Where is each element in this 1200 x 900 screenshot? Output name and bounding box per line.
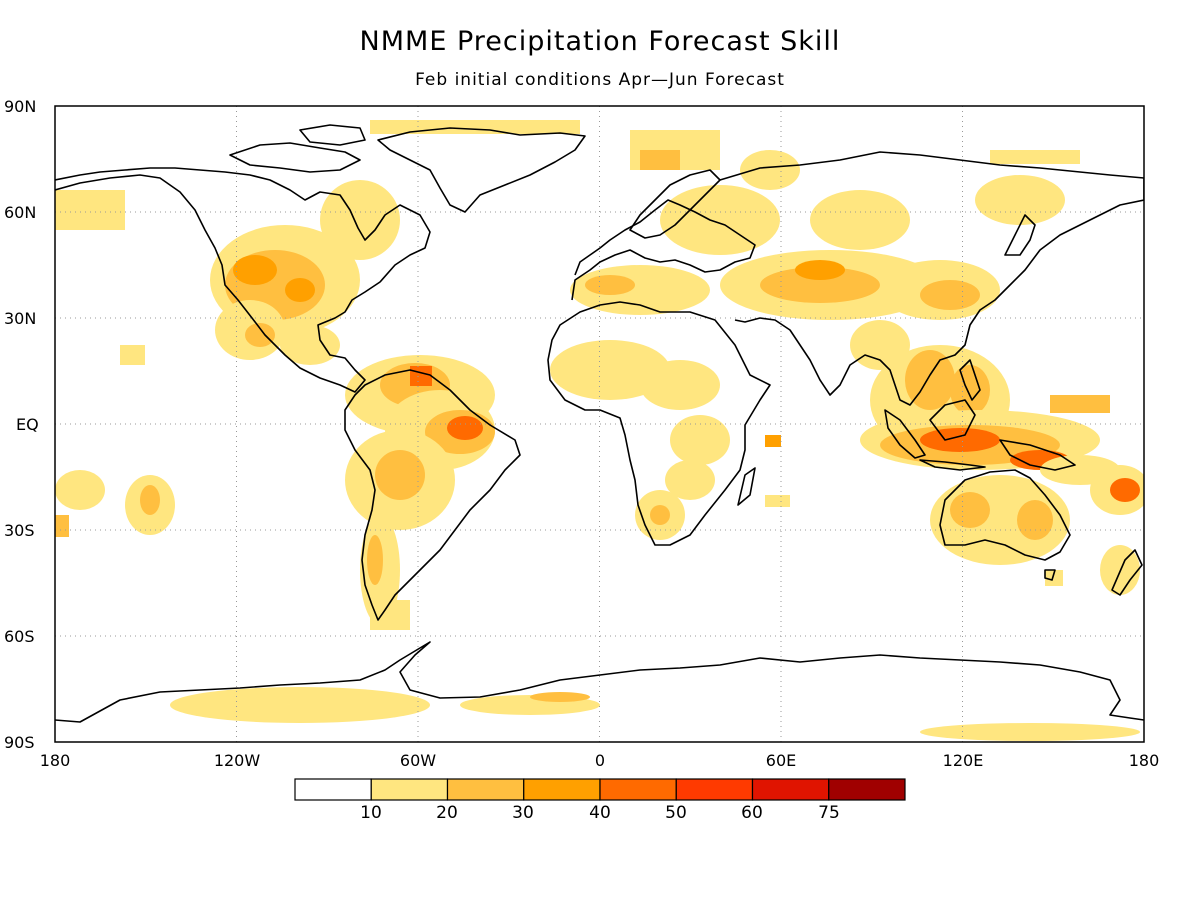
map-title: NMME Precipitation Forecast Skill bbox=[359, 26, 841, 57]
lon-label: 120E bbox=[943, 751, 984, 770]
coastline-asia bbox=[719, 151, 1144, 406]
skill-shading-layer bbox=[55, 120, 1144, 741]
colorbar-swatch bbox=[675, 778, 754, 801]
coastline-tasmania bbox=[1044, 569, 1056, 581]
colorbar-swatch bbox=[599, 778, 677, 801]
colorbar-label: 20 bbox=[436, 803, 458, 823]
lat-label: EQ bbox=[16, 415, 39, 434]
lat-label: 60N bbox=[4, 203, 36, 222]
lat-label: 90S bbox=[4, 733, 35, 752]
colorbar-swatch bbox=[523, 778, 601, 801]
coastline-new-guinea bbox=[999, 439, 1076, 471]
coastline-arctic-islands bbox=[229, 124, 366, 173]
longitude-labels: 180 120W 60W 0 60E 120E 180 bbox=[40, 751, 1160, 770]
map-subtitle: Feb initial conditions Apr—Jun Forecast bbox=[415, 70, 785, 90]
colorbar-label: 75 bbox=[818, 803, 840, 823]
colorbar-labels: 10 20 30 40 50 60 75 bbox=[360, 803, 840, 823]
skill-region-antarctica bbox=[170, 687, 1140, 741]
map-gridlines bbox=[55, 106, 1144, 742]
lon-label: 0 bbox=[595, 751, 605, 770]
lat-label: 90N bbox=[4, 97, 36, 116]
latitude-labels: 90N 60N 30N EQ 30S 60S 90S bbox=[4, 97, 39, 752]
map-frame bbox=[54, 105, 1145, 743]
lon-label: 180 bbox=[1129, 751, 1160, 770]
skill-region-australia bbox=[930, 475, 1140, 595]
coastline-japan bbox=[1004, 214, 1036, 256]
lon-label: 60E bbox=[766, 751, 796, 770]
colorbar-swatch bbox=[370, 778, 449, 801]
colorbar-swatch bbox=[751, 778, 830, 801]
lat-label: 30N bbox=[4, 309, 36, 328]
colorbar-swatch bbox=[294, 778, 372, 801]
lon-label: 60W bbox=[400, 751, 436, 770]
lon-label: 180 bbox=[40, 751, 71, 770]
coastline-south-america bbox=[344, 369, 521, 621]
coastline-layer bbox=[55, 124, 1144, 723]
skill-region-south-america bbox=[345, 355, 495, 630]
colorbar-label: 40 bbox=[589, 803, 611, 823]
skill-region-north-america bbox=[210, 180, 400, 365]
coastline-africa bbox=[547, 301, 771, 546]
skill-region-eurasia bbox=[570, 150, 1065, 370]
lat-label: 60S bbox=[4, 627, 35, 646]
skill-region-arctic bbox=[55, 120, 1080, 230]
skill-region-pacific bbox=[55, 345, 175, 537]
lon-label: 120W bbox=[214, 751, 261, 770]
coastline-philippines bbox=[959, 359, 981, 401]
skill-region-maritime-continent bbox=[860, 345, 1144, 515]
colorbar bbox=[294, 778, 906, 801]
coastline-europe bbox=[571, 199, 756, 301]
colorbar-swatch bbox=[828, 778, 906, 801]
colorbar-label: 50 bbox=[665, 803, 687, 823]
coastline-antarctica bbox=[55, 641, 1144, 723]
skill-region-africa bbox=[550, 340, 790, 540]
coastline-sumatra bbox=[884, 409, 926, 459]
coastline-north-america bbox=[55, 167, 431, 393]
colorbar-label: 60 bbox=[741, 803, 763, 823]
lat-label: 30S bbox=[4, 521, 35, 540]
coastline-java bbox=[919, 459, 986, 471]
coastline-madagascar bbox=[737, 467, 756, 506]
coastline-greenland bbox=[377, 127, 586, 213]
colorbar-label: 30 bbox=[512, 803, 534, 823]
coastline-borneo bbox=[929, 399, 976, 441]
colorbar-swatch bbox=[446, 778, 525, 801]
colorbar-label: 10 bbox=[360, 803, 382, 823]
coastline-new-zealand bbox=[1111, 549, 1143, 596]
coastline-australia bbox=[939, 469, 1071, 561]
